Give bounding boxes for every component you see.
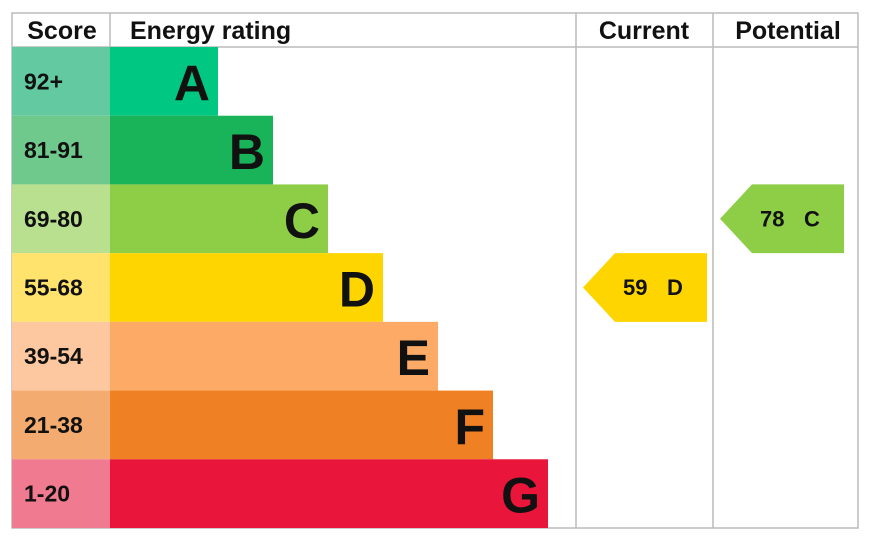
score-label: 21-38 — [24, 412, 83, 438]
score-label: 92+ — [24, 68, 63, 94]
score-cell — [12, 47, 110, 116]
rating-bar — [110, 459, 548, 528]
score-label: 39-54 — [24, 343, 83, 369]
rating-letter: E — [397, 330, 430, 386]
score-label: 55-68 — [24, 275, 83, 301]
potential-rating: C — [804, 206, 820, 231]
rating-letter: F — [454, 399, 485, 455]
score-label: 69-80 — [24, 206, 83, 232]
rating-bar — [110, 115, 273, 185]
score-cell — [12, 115, 110, 185]
header-potential: Potential — [735, 17, 841, 45]
rating-bar — [110, 390, 493, 460]
rating-letter: A — [174, 55, 210, 111]
header-current: Current — [599, 17, 690, 45]
rating-letter: D — [339, 262, 375, 318]
potential-value: 78 — [760, 206, 784, 231]
score-cell — [12, 321, 110, 391]
rating-bar — [110, 184, 328, 254]
score-cell — [12, 253, 110, 322]
score-cell — [12, 459, 110, 528]
current-arrow — [583, 253, 707, 322]
score-label: 1-20 — [24, 481, 70, 507]
current-rating: D — [667, 275, 683, 300]
rating-bar — [110, 253, 383, 322]
header-rating: Energy rating — [130, 17, 291, 45]
score-cell — [12, 390, 110, 460]
rating-letter: G — [501, 468, 540, 524]
rating-letter: B — [229, 124, 265, 180]
score-cell — [12, 184, 110, 254]
potential-arrow — [720, 184, 844, 254]
header-score: Score — [27, 17, 97, 45]
current-value: 59 — [623, 275, 647, 300]
rating-letter: C — [284, 193, 320, 249]
score-label: 81-91 — [24, 137, 83, 163]
rating-bar — [110, 321, 438, 391]
rating-bar — [110, 47, 218, 116]
